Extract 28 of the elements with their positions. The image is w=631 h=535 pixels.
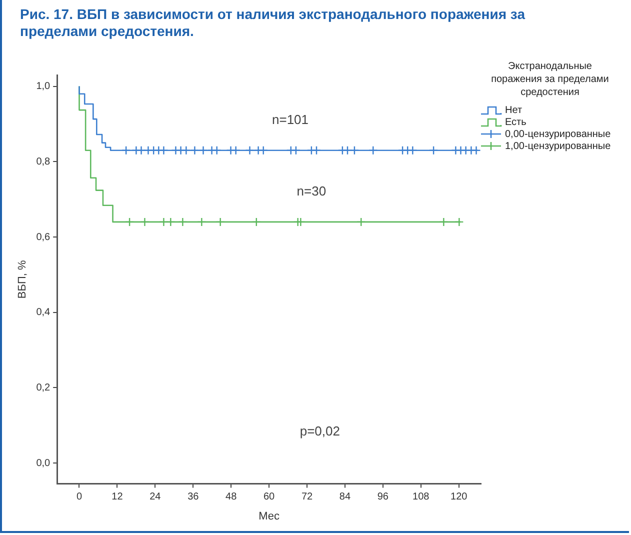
x-tick-label: 84	[339, 492, 351, 503]
legend-label: Нет	[505, 104, 522, 116]
legend-label: 0,00-цензурированные	[505, 128, 611, 140]
annotation: n=30	[296, 184, 326, 199]
y-tick-label: 0,4	[36, 307, 51, 318]
x-tick-label: 60	[263, 492, 276, 503]
y-tick-label: 0,6	[36, 232, 51, 243]
x-tick-label: 12	[112, 492, 124, 503]
legend-label: 1,00-цензурированные	[505, 140, 611, 152]
annotation: n=101	[272, 112, 309, 127]
x-tick-label: 120	[450, 492, 468, 503]
x-tick-label: 108	[412, 492, 430, 503]
x-tick-label: 96	[377, 492, 389, 503]
y-axis-title: ВБП, %	[16, 260, 29, 299]
annotation: p=0,02	[300, 423, 340, 438]
x-tick-label: 0	[76, 492, 82, 503]
legend-label: Есть	[505, 116, 526, 128]
y-tick-label: 1,0	[36, 81, 51, 92]
x-tick-label: 24	[150, 492, 162, 503]
x-axis-title: Мес	[258, 510, 280, 522]
y-tick-label: 0,2	[36, 382, 51, 394]
y-tick-label: 0,8	[36, 156, 51, 168]
y-tick-label: 0,0	[36, 458, 51, 469]
x-tick-label: 48	[226, 492, 238, 503]
x-tick-label: 72	[301, 492, 314, 503]
chart-title: Рис. 17. ВБП в зависимости от наличия экстранодального поражения за пределами средостения.	[20, 6, 526, 40]
legend-title: Экстранодальные поражения за пределами средостения	[490, 60, 610, 99]
x-tick-label: 36	[188, 492, 200, 503]
